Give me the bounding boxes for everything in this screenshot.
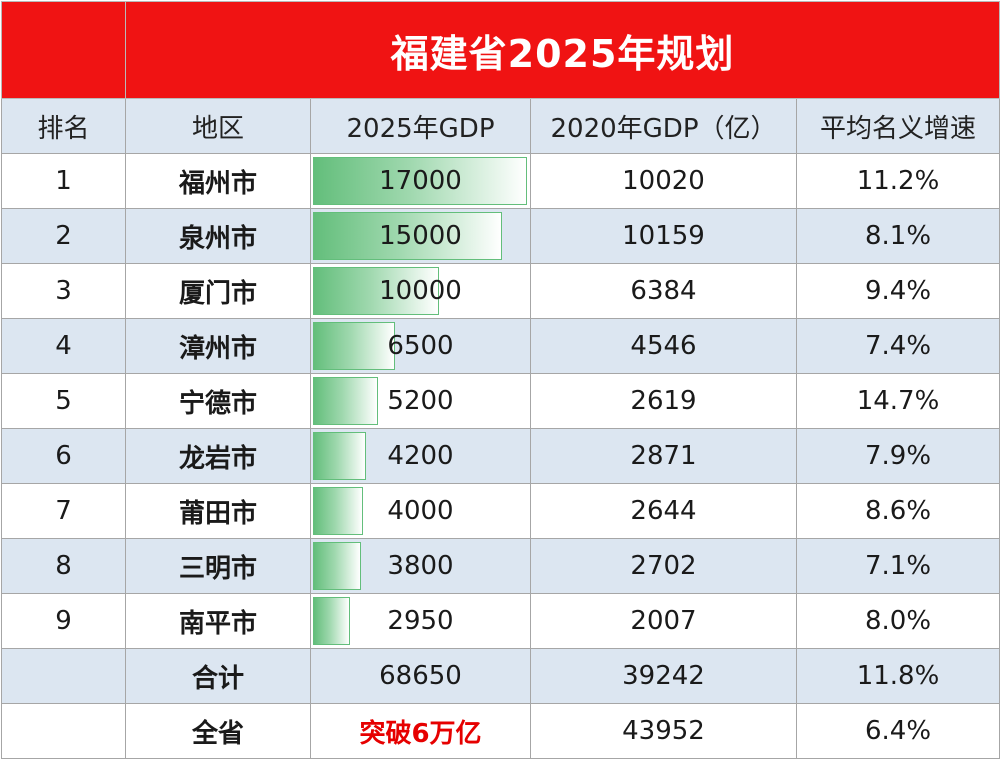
table-title: 福建省2025年规划 xyxy=(124,1,1000,99)
total-gdp-2020: 39242 xyxy=(530,648,797,704)
gdp-2025-value: 15000 xyxy=(379,221,462,251)
title-row: 福建省2025年规划 xyxy=(1,1,1000,99)
province-rank-cell xyxy=(1,703,126,759)
growth-cell: 11.2% xyxy=(795,153,1000,209)
growth-cell: 7.4% xyxy=(795,318,1000,374)
gdp-2020-cell: 2644 xyxy=(530,483,797,539)
table-row: 7 莆田市 4000 2644 8.6% xyxy=(1,483,1000,539)
gdp-2020-cell: 2871 xyxy=(530,428,797,484)
gdp-data-bar xyxy=(313,597,350,645)
gdp-data-bar xyxy=(313,487,363,535)
table-row: 4 漳州市 6500 4546 7.4% xyxy=(1,318,1000,374)
gdp-2020-cell: 10159 xyxy=(530,208,797,264)
gdp-2025-cell: 17000 xyxy=(310,153,531,209)
region-cell: 泉州市 xyxy=(125,208,311,264)
gdp-2020-cell: 6384 xyxy=(530,263,797,319)
gdp-2025-cell: 6500 xyxy=(310,318,531,374)
gdp-data-bar xyxy=(313,267,439,315)
province-label: 全省 xyxy=(125,703,311,759)
gdp-2020-cell: 10020 xyxy=(530,153,797,209)
gdp-2025-value: 4200 xyxy=(387,441,454,471)
gdp-data-bar xyxy=(313,157,527,205)
table-row: 3 厦门市 10000 6384 9.4% xyxy=(1,263,1000,319)
growth-cell: 7.1% xyxy=(795,538,1000,594)
gdp-2020-cell: 2702 xyxy=(530,538,797,594)
header-region: 地区 xyxy=(125,98,311,154)
gdp-2025-cell: 4000 xyxy=(310,483,531,539)
title-corner-cell xyxy=(1,1,126,99)
gdp-2025-value: 10000 xyxy=(379,276,462,306)
rank-cell: 4 xyxy=(1,318,126,374)
growth-cell: 8.6% xyxy=(795,483,1000,539)
region-cell: 宁德市 xyxy=(125,373,311,429)
region-cell: 龙岩市 xyxy=(125,428,311,484)
header-rank: 排名 xyxy=(1,98,126,154)
growth-cell: 8.1% xyxy=(795,208,1000,264)
province-growth: 6.4% xyxy=(795,703,1000,759)
region-cell: 莆田市 xyxy=(125,483,311,539)
rank-cell: 8 xyxy=(1,538,126,594)
province-row: 全省 突破6万亿 43952 6.4% xyxy=(1,703,1000,759)
region-cell: 厦门市 xyxy=(125,263,311,319)
total-row: 合计 68650 39242 11.8% xyxy=(1,648,1000,704)
table-row: 5 宁德市 5200 2619 14.7% xyxy=(1,373,1000,429)
province-gdp-2025: 突破6万亿 xyxy=(310,703,531,759)
gdp-data-bar xyxy=(313,432,366,480)
table-row: 9 南平市 2950 2007 8.0% xyxy=(1,593,1000,649)
growth-cell: 7.9% xyxy=(795,428,1000,484)
rank-cell: 2 xyxy=(1,208,126,264)
gdp-2025-value: 4000 xyxy=(387,496,454,526)
gdp-2020-cell: 4546 xyxy=(530,318,797,374)
total-growth: 11.8% xyxy=(795,648,1000,704)
gdp-2025-cell: 2950 xyxy=(310,593,531,649)
table-row: 2 泉州市 15000 10159 8.1% xyxy=(1,208,1000,264)
region-cell: 南平市 xyxy=(125,593,311,649)
table-row: 1 福州市 17000 10020 11.2% xyxy=(1,153,1000,209)
growth-cell: 8.0% xyxy=(795,593,1000,649)
gdp-2020-cell: 2619 xyxy=(530,373,797,429)
province-gdp-2020: 43952 xyxy=(530,703,797,759)
gdp-data-bar xyxy=(313,212,502,260)
gdp-2025-value: 3800 xyxy=(387,551,454,581)
region-cell: 三明市 xyxy=(125,538,311,594)
gdp-2025-value: 17000 xyxy=(379,166,462,196)
gdp-2020-cell: 2007 xyxy=(530,593,797,649)
rank-cell: 7 xyxy=(1,483,126,539)
rank-cell: 6 xyxy=(1,428,126,484)
gdp-2025-value: 6500 xyxy=(387,331,454,361)
gdp-2025-cell: 10000 xyxy=(310,263,531,319)
total-gdp-2025: 68650 xyxy=(310,648,531,704)
header-growth: 平均名义增速 xyxy=(795,98,1000,154)
region-cell: 漳州市 xyxy=(125,318,311,374)
total-label: 合计 xyxy=(125,648,311,704)
gdp-2025-value: 2950 xyxy=(387,606,454,636)
rank-cell: 9 xyxy=(1,593,126,649)
table-row: 8 三明市 3800 2702 7.1% xyxy=(1,538,1000,594)
gdp-2025-value: 5200 xyxy=(387,386,454,416)
total-rank-cell xyxy=(1,648,126,704)
growth-cell: 14.7% xyxy=(795,373,1000,429)
gdp-2025-cell: 3800 xyxy=(310,538,531,594)
table-row: 6 龙岩市 4200 2871 7.9% xyxy=(1,428,1000,484)
gdp-2025-cell: 15000 xyxy=(310,208,531,264)
gdp-data-bar xyxy=(313,377,378,425)
gdp-data-bar xyxy=(313,542,361,590)
rank-cell: 3 xyxy=(1,263,126,319)
gdp-2025-cell: 5200 xyxy=(310,373,531,429)
gdp-data-bar xyxy=(313,322,395,370)
rank-cell: 1 xyxy=(1,153,126,209)
header-gdp-2025: 2025年GDP xyxy=(310,98,531,154)
growth-cell: 9.4% xyxy=(795,263,1000,319)
header-row: 排名 地区 2025年GDP 2020年GDP（亿） 平均名义增速 xyxy=(1,98,1000,154)
gdp-2025-cell: 4200 xyxy=(310,428,531,484)
region-cell: 福州市 xyxy=(125,153,311,209)
rank-cell: 5 xyxy=(1,373,126,429)
header-gdp-2020: 2020年GDP（亿） xyxy=(530,98,797,154)
